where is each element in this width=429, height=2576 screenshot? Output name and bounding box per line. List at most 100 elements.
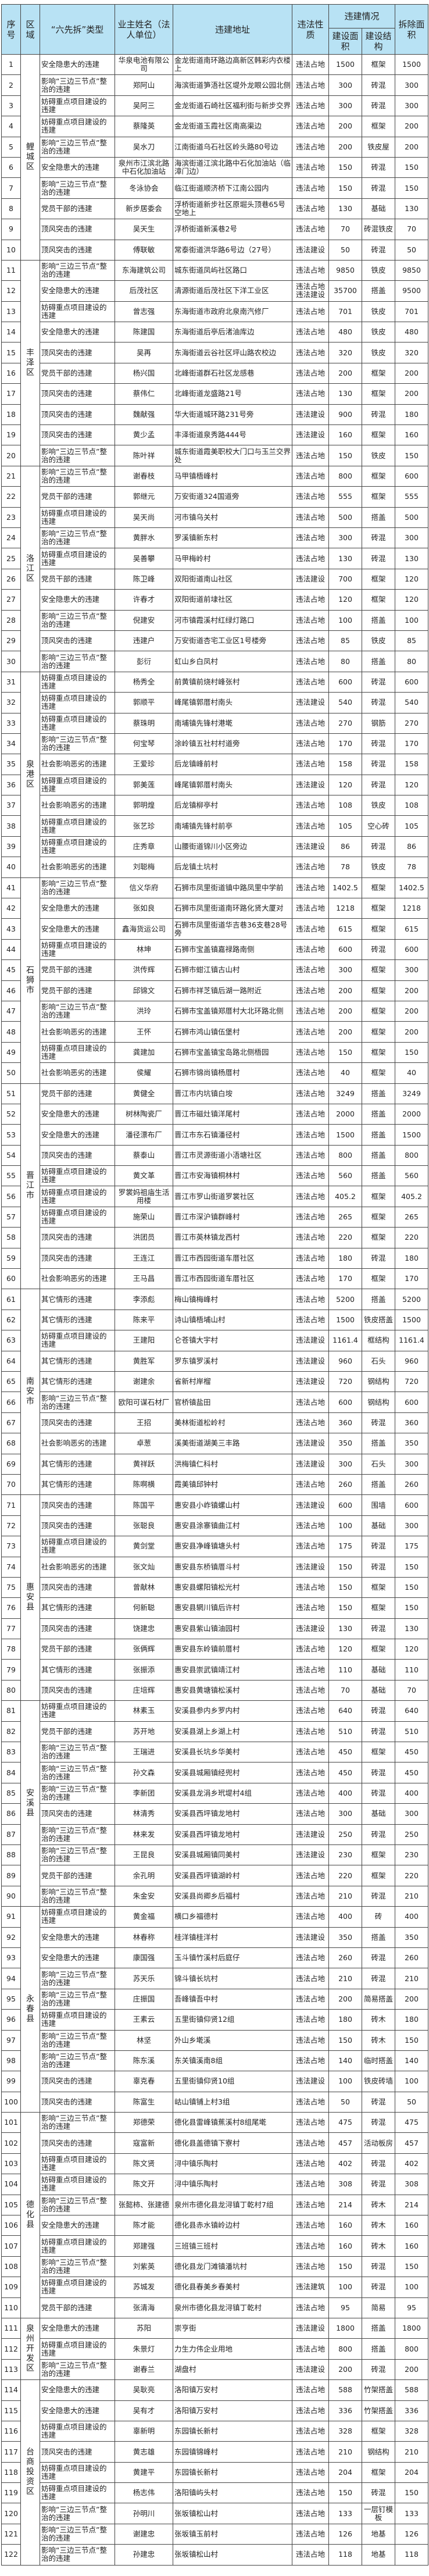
cell-nature: 违法建设 <box>292 1926 329 1948</box>
cell-type: 妨碍重点项目建设的违建 <box>40 1206 115 1228</box>
cell-no: 27 <box>1 589 21 611</box>
cell-no: 4 <box>1 116 21 137</box>
table-row: 49 妨碍重点项目建设的违建 龚建加 石狮市宝盖镇宝岛路北侧梧园 违法占地 150 框架 15… <box>1 1041 429 1064</box>
cell-nature: 违法建设 <box>292 836 329 858</box>
table-row: 66 影响“三边三节点”整治的违建 欧阳可谋石材厂 官桥镇盐田 违法占地 600 钢结构 60… <box>1 1392 429 1413</box>
cell-nature: 违法占地 <box>292 1906 329 1928</box>
table-row: 26 党员干部的违建 陈卫峰 双阳街道南山社区 违法建设 700 框架 120 <box>1 568 429 590</box>
cell-nature: 违法建设 <box>292 2317 329 2339</box>
cell-structure: 临时搭盖 <box>361 2050 396 2072</box>
table-row: 116 妨碍重点项目建设的违建 辜新明 东园镇长新村 违法占地 328 框架 328 <box>1 2420 429 2442</box>
cell-structure: 铁皮 <box>361 301 396 323</box>
cell-address: 惠安县小岞镇螺山村 <box>173 1494 292 1516</box>
cell-nature: 违法占地 <box>292 527 329 549</box>
cell-area: 540 <box>328 692 362 713</box>
cell-demolish: 2000 <box>395 1103 429 1125</box>
table-row: 11 丰泽区 影响“三边三节点”整治的违建 东海建筑公司 城东街道凤屿社区路口 违法占地 9… <box>1 259 429 466</box>
cell-owner: 辜克春 <box>115 2071 173 2092</box>
cell-demolish: 220 <box>395 1227 429 1248</box>
cell-area: 50 <box>328 2091 362 2113</box>
cell-type: 妨碍重点项目建设的违建 <box>40 2420 115 2442</box>
cell-owner: 张文灿 <box>115 1556 173 1578</box>
table-row: 103 妨碍重点项目建设的违建 陈文贤 浔中镇乐陶村 违法占地 402 砖混 402 <box>1 2153 429 2175</box>
cell-region: 泉港区 <box>20 671 40 878</box>
cell-owner: 郭明煌 <box>115 795 173 816</box>
cell-nature: 违法占地 <box>292 1309 329 1331</box>
cell-type: 顶风突击的违建 <box>40 239 115 261</box>
cell-area: 200 <box>328 116 362 137</box>
cell-type: 其它情形的违建 <box>40 1350 115 1372</box>
cell-no: 101 <box>1 2112 21 2133</box>
cell-owner: 吴天尚 <box>115 506 173 528</box>
cell-address: 东海街道后亭后渚油库边 <box>173 322 292 343</box>
cell-no: 58 <box>1 1227 21 1248</box>
table-row: 92 安全隐患大的违建 林春称 桂洋镇桂洋村 违法建设 350 搭盖 350 <box>1 1926 429 1948</box>
cell-area: 180 <box>328 2009 362 2031</box>
cell-type: 影响“三边三节点”整治的违建 <box>40 177 115 199</box>
table-row: 93 安全隐患大的违建 康国强 玉斗镇竹溪村后庭仔 违法占地 260 砖混 260 <box>1 1947 429 1969</box>
cell-no: 62 <box>1 1309 21 1331</box>
cell-type: 社会影响恶劣的违建 <box>40 754 115 775</box>
cell-no: 91 <box>1 1906 21 1928</box>
cell-nature: 违法建设 <box>292 692 329 713</box>
cell-nature: 违法占地 <box>292 589 329 611</box>
cell-no: 49 <box>1 1041 21 1064</box>
cell-address: 浮桥街道新溪巷2号 <box>173 219 292 240</box>
cell-area: 720 <box>328 1371 362 1393</box>
cell-address: 后龙镇柳亭村 <box>173 795 292 816</box>
cell-demolish: 555 <box>395 486 429 508</box>
table-row: 106 安全隐患大的违建 陈才能 德化县赤水镇岭边村 违法占地 160 砖木 160 <box>1 2215 429 2236</box>
cell-type: 妨碍重点项目建设的违建 <box>40 774 115 796</box>
table-row: 114 台商投资区 安全隐患大的违建 吴耿亮 洛阳镇万安村 违法占地 588 竹架搭盖 588 <box>1 2379 429 2566</box>
cell-area: 78 <box>328 857 362 878</box>
cell-demolish: 120 <box>395 589 429 611</box>
cell-address: 晋江市磁灶镇洋尾村 <box>173 1103 292 1125</box>
cell-structure: 框架 <box>361 898 396 919</box>
cell-demolish: 1500 <box>395 53 429 76</box>
cell-nature: 违法占地 <box>292 1700 329 1722</box>
cell-nature: 违法占地 <box>292 2091 329 2113</box>
cell-nature: 违法建设 <box>292 424 329 446</box>
cell-no: 32 <box>1 692 21 713</box>
cell-area: 450 <box>328 1742 362 1763</box>
cell-demolish: 50 <box>395 2091 429 2113</box>
cell-area: 1402.5 <box>328 877 362 899</box>
cell-type: 安全隐患大的违建 <box>40 2215 115 2236</box>
cell-structure: 搭盖 <box>361 1165 396 1187</box>
table-row: 108 影响“三边三节点”整治的违建 刘紫英 德化县龙门滩镇潘坑村 违法占地 150 砖混 1… <box>1 2256 429 2278</box>
cell-demolish: 300 <box>395 1803 429 1825</box>
cell-nature: 违法占地 <box>292 1473 329 1496</box>
cell-structure: 砖木 <box>361 2235 396 2257</box>
cell-area: 220 <box>328 1865 362 1886</box>
table-row: 1 鲤城区 安全隐患大的违建 华泉电池有限公司 金龙街道南环路边高新区韩彩内衣楼上 违法占… <box>1 53 429 261</box>
cell-area: 120 <box>328 774 362 796</box>
cell-address: 晋江市罗山街道罗裳社区 <box>173 1186 292 1207</box>
cell-no: 39 <box>1 836 21 858</box>
cell-nature: 违法占地 <box>292 1865 329 1886</box>
cell-address: 诗山镇梧埔山村 <box>173 1309 292 1331</box>
cell-owner: 郑建强 <box>115 2235 173 2257</box>
cell-structure: 砖混 <box>361 733 396 755</box>
cell-area: 500 <box>328 506 362 528</box>
cell-owner: 彭衍 <box>115 651 173 672</box>
cell-type: 其它情形的违建 <box>40 1289 115 1310</box>
cell-region: 石狮市 <box>20 877 40 1084</box>
cell-type: 顶风突击的违建 <box>40 2091 115 2113</box>
cell-owner: 吴水刀 <box>115 136 173 158</box>
cell-address: 万安街道杏宅工业区1号楼旁 <box>173 630 292 652</box>
cell-demolish: 150 <box>395 2029 429 2051</box>
cell-address: 安溪县西坪镇龙地村 <box>173 1803 292 1825</box>
cell-demolish: 160 <box>395 2215 429 2236</box>
cell-owner: 陈富生 <box>115 2091 173 2113</box>
cell-no: 87 <box>1 1824 21 1845</box>
cell-region: 台商投资区 <box>20 2379 40 2566</box>
cell-nature: 违法占地 <box>292 1083 329 1104</box>
cell-area: 150 <box>328 445 362 466</box>
cell-no: 55 <box>1 1165 21 1187</box>
cell-area: 158 <box>328 754 362 775</box>
cell-area: 1500 <box>328 1309 362 1331</box>
cell-area: 701 <box>328 301 362 323</box>
cell-type: 妨碍重点项目建设的违建 <box>40 95 115 117</box>
cell-owner: 吴再 <box>115 342 173 363</box>
cell-demolish: 110 <box>395 1659 429 1681</box>
